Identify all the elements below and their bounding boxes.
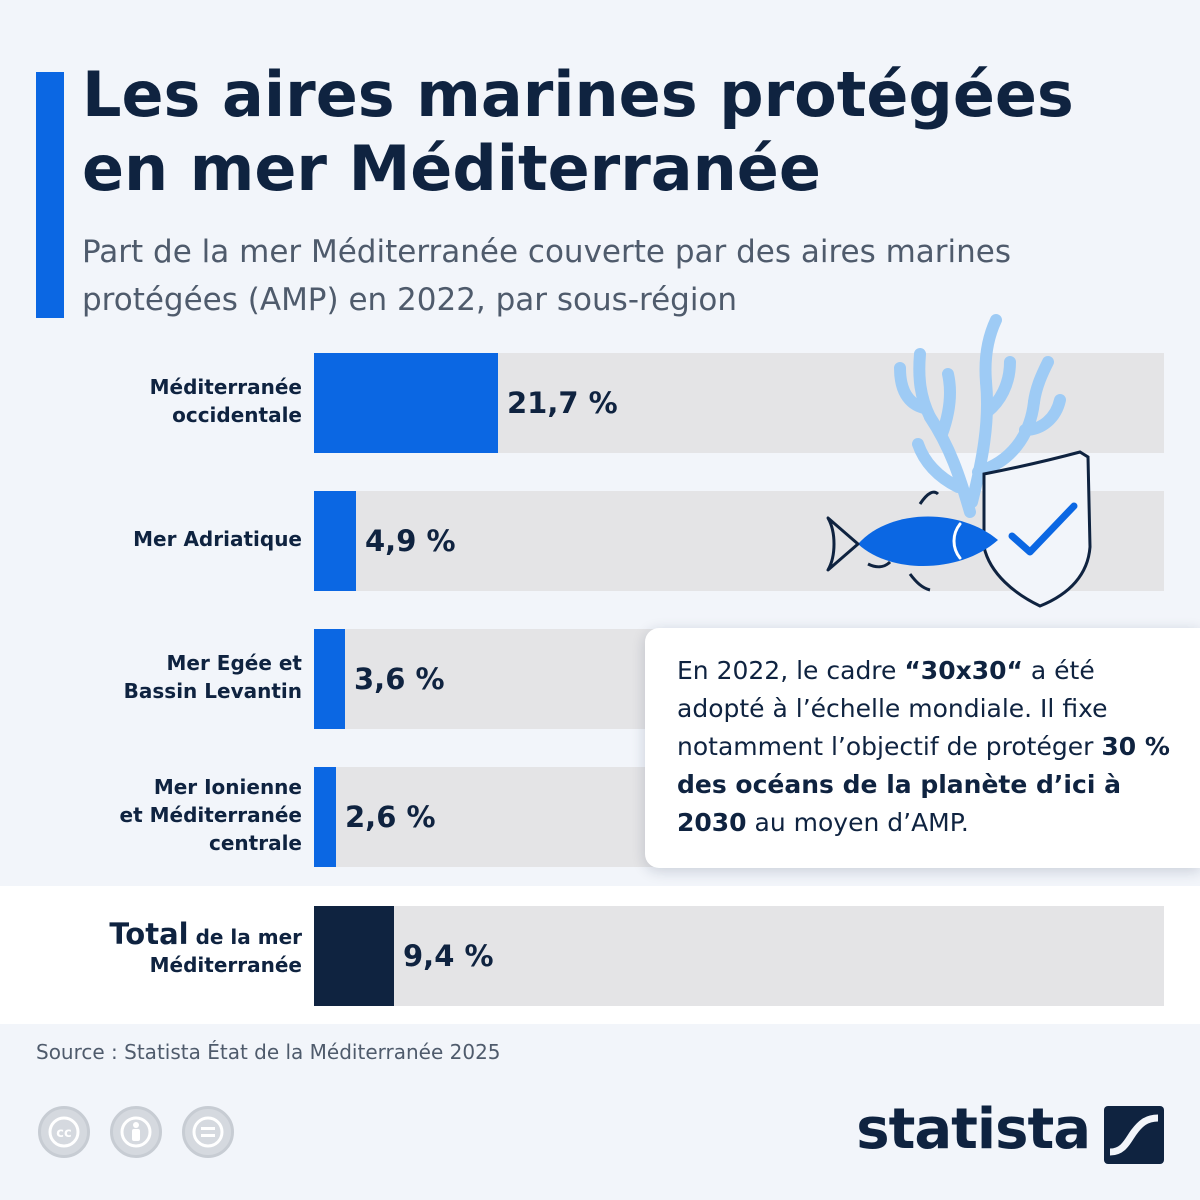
category-label-0-line-1: occidentale <box>172 403 302 427</box>
svg-text:cc: cc <box>56 1126 71 1141</box>
category-label-1: Mer Adriatique <box>133 525 302 553</box>
category-label-1-line-0: Mer Adriatique <box>133 527 302 551</box>
bar-3 <box>314 767 336 867</box>
category-label-2-line-1: Bassin Levantin <box>123 679 302 703</box>
category-label-total-rest: de la mer <box>188 925 302 949</box>
info-text-part-4: au moyen d’AMP. <box>746 808 969 837</box>
info-callout-text: En 2022, le cadre “30x30“ a été adopté à… <box>677 652 1187 842</box>
title-line-1: Les aires marines protégées <box>82 58 1074 131</box>
category-label-total-bold: Total <box>109 917 189 951</box>
category-label-total: Total de la mer Méditerranée <box>109 920 302 979</box>
category-label-0-line-0: Méditerranée <box>149 375 302 399</box>
category-label-2: Mer Egée et Bassin Levantin <box>124 649 302 705</box>
value-label-3: 2,6 % <box>345 800 436 834</box>
accent-bar <box>36 72 64 318</box>
cc-icon[interactable]: cc <box>38 1106 90 1158</box>
info-text-part-2: a été adopté à l’échelle mondiale. Il fi… <box>677 656 1108 761</box>
page-title: Les aires marines protégées en mer Médit… <box>82 58 1162 206</box>
value-label-2: 3,6 % <box>354 662 445 696</box>
info-text-part-1: “30x30“ <box>904 656 1023 685</box>
statista-logo-icon <box>1104 1106 1164 1164</box>
category-label-2-line-0: Mer Egée et <box>166 651 303 675</box>
fish-icon <box>826 490 998 592</box>
subtitle-line-2: protégées (AMP) en 2022, par sous-région <box>82 282 738 318</box>
info-callout: En 2022, le cadre “30x30“ a été adopté à… <box>645 628 1200 868</box>
category-label-3-line-2: centrale <box>209 831 302 855</box>
source-note: Source : Statista État de la Méditerrané… <box>36 1040 501 1064</box>
category-label-total-line-2: Méditerranée <box>149 953 302 977</box>
value-label-0: 21,7 % <box>507 386 618 420</box>
bar-track-4 <box>314 906 1164 1006</box>
no-derivatives-icon[interactable] <box>182 1106 234 1158</box>
attribution-icon[interactable] <box>110 1106 162 1158</box>
value-label-4: 9,4 % <box>403 939 494 973</box>
bar-1 <box>314 491 356 591</box>
category-label-3: Mer Ionienne et Méditerranée centrale <box>120 773 302 857</box>
shield-icon <box>982 450 1092 608</box>
statista-logo-wordmark[interactable]: statista <box>856 1097 1091 1162</box>
bar-2 <box>314 629 345 729</box>
title-line-2: en mer Méditerranée <box>82 132 821 205</box>
page-subtitle: Part de la mer Méditerranée couverte par… <box>82 228 1182 324</box>
info-text-part-3: 30 % des océans de la planète d’ici à 20… <box>677 732 1170 837</box>
bar-total <box>314 906 394 1006</box>
category-label-3-line-0: Mer Ionienne <box>153 775 302 799</box>
bar-0 <box>314 353 498 453</box>
info-text-part-0: En 2022, le cadre <box>677 656 905 685</box>
category-label-3-line-1: et Méditerranée <box>119 803 302 827</box>
category-label-total-line-1: Total de la mer <box>109 920 302 951</box>
category-label-0: Méditerranée occidentale <box>150 373 302 429</box>
subtitle-line-1: Part de la mer Méditerranée couverte par… <box>82 234 1012 270</box>
coral-icon <box>894 314 1066 518</box>
value-label-1: 4,9 % <box>365 524 456 558</box>
fish-coral-shield-illustration <box>826 314 1092 608</box>
